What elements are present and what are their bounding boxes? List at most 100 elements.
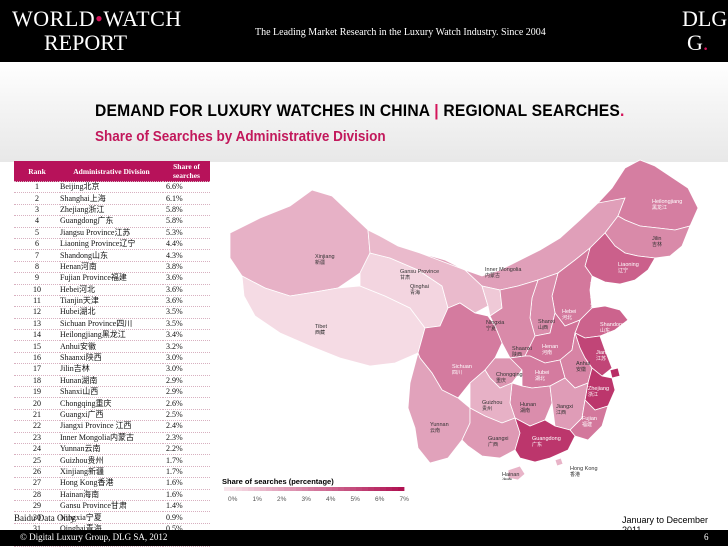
region-label: Zhejiang bbox=[588, 386, 609, 392]
table-row: 2 Shanghai上海 6.1% bbox=[14, 193, 210, 205]
region-local-label: 山西 bbox=[538, 324, 548, 331]
data-source-note: Baidu Data Only bbox=[14, 513, 75, 523]
world-watch-logo: WORLD•WATCH bbox=[12, 6, 182, 32]
region-label: Shanghai bbox=[620, 364, 643, 370]
region-label: Sichuan bbox=[452, 364, 472, 370]
division-cell: Jilin吉林 bbox=[60, 364, 90, 374]
region-local-label: 江西 bbox=[556, 409, 566, 416]
legend-tick-label: 3% bbox=[302, 496, 312, 503]
region-label: Hunan bbox=[520, 402, 536, 408]
share-cell: 5.8% bbox=[166, 216, 183, 226]
region-local-label: 广西 bbox=[488, 441, 498, 448]
region-label: Guangxi bbox=[488, 436, 509, 442]
logo-word-report: REPORT bbox=[44, 30, 128, 55]
legend-swatch bbox=[344, 487, 351, 491]
column-header-share: Share of searches bbox=[163, 161, 210, 182]
share-cell: 2.2% bbox=[166, 444, 183, 454]
rank-cell: 16 bbox=[33, 353, 41, 363]
region-label: Beijing bbox=[590, 282, 607, 288]
region-guangdong bbox=[514, 417, 576, 463]
division-cell: Yunnan云南 bbox=[60, 444, 101, 454]
table-row: 21 Guangxi广西 2.5% bbox=[14, 409, 210, 421]
color-legend: Share of searches (percentage) 0% 1% 2% 3% 4… bbox=[222, 477, 409, 503]
division-cell: Hunan湖南 bbox=[60, 375, 98, 385]
rank-cell: 27 bbox=[33, 478, 41, 488]
table-row: 23 Inner Mongolia内蒙古 2.3% bbox=[14, 432, 210, 444]
title-region: REGIONAL SEARCHES bbox=[443, 101, 621, 120]
region-guangxi bbox=[461, 407, 521, 459]
region-local-label: 云南 bbox=[430, 427, 440, 434]
rank-cell: 21 bbox=[33, 410, 41, 419]
share-cell: 3.0% bbox=[166, 364, 183, 374]
division-cell: Jiangxi Province 江西 bbox=[60, 421, 132, 431]
legend-swatch bbox=[236, 487, 243, 491]
header-bar bbox=[0, 0, 728, 62]
legend-swatch bbox=[398, 487, 405, 491]
rank-cell: 29 bbox=[33, 501, 41, 511]
region-label: Shanxi bbox=[538, 319, 555, 325]
region-label: Jilin bbox=[652, 236, 661, 242]
region-label: Gansu Province bbox=[400, 269, 439, 275]
region-label: Chongqing bbox=[496, 372, 523, 378]
division-cell: Chongqing重庆 bbox=[60, 398, 112, 408]
region-label: Fujian bbox=[582, 416, 597, 422]
division-cell: Shaanxi陕西 bbox=[60, 353, 102, 363]
legend-swatch bbox=[356, 487, 363, 491]
rank-cell: 2 bbox=[35, 193, 39, 203]
rank-cell: 11 bbox=[33, 296, 41, 306]
region-local-label: 辽宁 bbox=[618, 267, 628, 274]
table-row: 10 Hebei河北 3.6% bbox=[14, 284, 210, 296]
region-fujian bbox=[569, 399, 609, 441]
region-local-label: 陕西 bbox=[512, 351, 522, 358]
division-cell: Jiangsu Province江苏 bbox=[60, 227, 131, 237]
copyright: © Digital Luxury Group, DLG SA, 2012 bbox=[20, 532, 168, 542]
legend-swatch bbox=[224, 487, 231, 491]
legend-swatch bbox=[230, 487, 237, 491]
share-cell: 1.6% bbox=[166, 489, 183, 499]
legend-swatch bbox=[242, 487, 249, 491]
region-local-label: 上海 bbox=[620, 369, 630, 376]
rank-cell: 9 bbox=[35, 273, 39, 283]
table-row: 30 Ningxia宁夏 0.9% bbox=[14, 512, 210, 524]
share-cell: 5.3% bbox=[166, 227, 183, 237]
region-label: Anhui bbox=[576, 361, 590, 367]
region-local-label: 广东 bbox=[532, 441, 542, 448]
region-label: Hainan bbox=[502, 472, 519, 478]
region-label: Jiangxi bbox=[556, 404, 573, 410]
legend-tick-label: 5% bbox=[351, 496, 361, 503]
region-label: Tibet bbox=[315, 324, 327, 330]
region-label: Guizhou bbox=[482, 400, 503, 406]
rank-cell: 14 bbox=[33, 330, 41, 340]
logo-word-watch: WATCH bbox=[103, 6, 182, 31]
region-local-label: 湖北 bbox=[535, 375, 545, 382]
share-cell: 0.9% bbox=[166, 512, 183, 522]
table-row: 12 Hubei湖北 3.5% bbox=[14, 307, 210, 319]
division-cell: Hubei湖北 bbox=[60, 307, 96, 317]
legend-swatch bbox=[296, 487, 303, 491]
share-cell: 3.6% bbox=[166, 284, 183, 294]
map-regions bbox=[229, 159, 699, 480]
header-tagline: The Leading Market Research in the Luxur… bbox=[255, 27, 546, 38]
region-local-label: 江苏 bbox=[596, 355, 606, 362]
region-label: Heilongjiang bbox=[652, 199, 682, 205]
legend-title: Share of searches (percentage) bbox=[222, 477, 334, 486]
legend-tick-label: 0% bbox=[228, 496, 238, 503]
rank-cell: 5 bbox=[35, 227, 39, 237]
share-cell: 4.4% bbox=[166, 239, 183, 249]
region-label: Shandong bbox=[600, 322, 625, 328]
region-local-label: 河北 bbox=[562, 314, 572, 321]
table-row: 1 Beijing北京 6.6% bbox=[14, 182, 210, 193]
legend-swatch bbox=[290, 487, 297, 491]
rank-cell: 31 bbox=[33, 523, 41, 533]
region-label: Hebei bbox=[562, 309, 576, 315]
division-cell: Liaoning Province辽宁 bbox=[60, 239, 136, 249]
table-row: 5 Jiangsu Province江苏 5.3% bbox=[14, 227, 210, 239]
region-label: Tianjin bbox=[590, 297, 606, 303]
division-cell: Guizhou贵州 bbox=[60, 455, 104, 465]
table-row: 19 Shanxi山西 2.9% bbox=[14, 387, 210, 398]
division-cell: Henan河南 bbox=[60, 261, 97, 271]
region-label: Liaoning bbox=[618, 262, 639, 268]
region-label: Inner Mongolia bbox=[485, 267, 522, 273]
title-separator: | bbox=[434, 101, 439, 120]
